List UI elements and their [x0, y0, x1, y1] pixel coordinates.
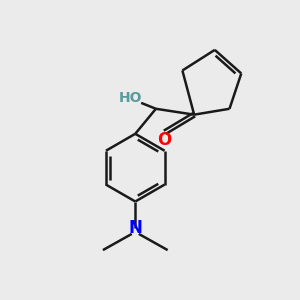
Text: HO: HO [119, 92, 142, 106]
Text: O: O [158, 131, 172, 149]
Text: N: N [128, 219, 142, 237]
